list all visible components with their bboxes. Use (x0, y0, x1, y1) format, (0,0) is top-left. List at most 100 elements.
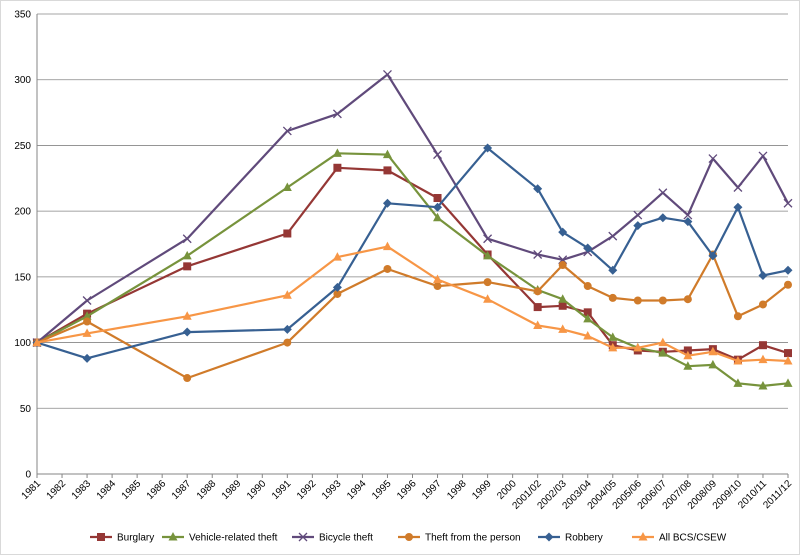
data-point-theft-from-the-person (683, 295, 692, 304)
data-point-all-bcs-csew (733, 355, 743, 365)
data-point-robbery (583, 243, 593, 253)
data-point-theft-from-the-person (383, 264, 392, 273)
data-point-vehicle-related-theft (332, 148, 342, 157)
data-point-burglary (533, 303, 542, 312)
data-point-vehicle-related-theft (182, 250, 192, 260)
data-point-all-bcs-csew (182, 311, 192, 320)
data-point-all-bcs-csew (658, 337, 668, 347)
data-point-all-bcs-csew (558, 324, 568, 333)
data-point-all-bcs-csew (633, 342, 643, 352)
data-point-robbery (683, 217, 693, 227)
data-point-vehicle-related-theft (783, 378, 793, 387)
data-point-all-bcs-csew (382, 241, 392, 251)
data-point-robbery (783, 265, 793, 275)
data-point-all-bcs-csew (32, 337, 42, 347)
data-point-vehicle-related-theft (608, 332, 618, 341)
data-point-bicycle-theft (182, 234, 192, 244)
y-tick-label: 150 (14, 272, 31, 283)
data-point-burglary (283, 229, 292, 238)
data-point-theft-from-the-person (183, 374, 192, 383)
data-point-burglary (383, 166, 392, 175)
data-point-vehicle-related-theft (433, 212, 443, 222)
legend-marker-all-bcs-csew (638, 532, 648, 541)
data-point-vehicle-related-theft (658, 348, 668, 357)
data-point-theft-from-the-person (83, 317, 92, 326)
legend-marker-bicycle-theft (298, 532, 308, 542)
data-point-all-bcs-csew (583, 331, 593, 340)
data-point-theft-from-the-person (733, 312, 742, 321)
data-point-bicycle-theft (82, 296, 92, 305)
data-point-vehicle-related-theft (733, 378, 743, 387)
data-point-theft-from-the-person (784, 280, 792, 289)
data-point-vehicle-related-theft (708, 359, 718, 369)
data-point-theft-from-the-person (758, 300, 767, 309)
legend-label-vehicle-related-theft: Vehicle-related theft (189, 533, 278, 544)
data-point-vehicle-related-theft (683, 361, 693, 370)
data-point-all-bcs-csew (433, 274, 443, 283)
legend-item-vehicle-related-theft: Vehicle-related theft (162, 532, 278, 544)
data-point-bicycle-theft (683, 210, 693, 220)
data-point-vehicle-related-theft (82, 311, 92, 320)
data-point-theft-from-the-person (483, 278, 492, 287)
data-point-theft-from-the-person (433, 282, 442, 291)
series-bicycle-theft (32, 69, 793, 348)
data-point-robbery (382, 198, 392, 208)
legend-item-theft-from-the-person: Theft from the person (398, 533, 521, 544)
legend-item-burglary: Burglary (90, 533, 154, 544)
data-point-robbery (182, 327, 192, 337)
legend-marker-burglary (97, 533, 105, 541)
data-point-bicycle-theft (658, 188, 668, 198)
data-point-vehicle-related-theft (483, 250, 493, 260)
legend-label-robbery: Robbery (565, 533, 603, 544)
data-point-all-bcs-csew (708, 346, 718, 356)
data-point-burglary (683, 346, 692, 355)
data-point-robbery (758, 271, 768, 281)
data-point-bicycle-theft (483, 234, 493, 244)
y-tick-label: 350 (14, 10, 31, 21)
data-point-all-bcs-csew (683, 350, 693, 360)
data-point-bicycle-theft (708, 154, 718, 164)
y-tick-label: 300 (14, 75, 31, 86)
data-point-all-bcs-csew (332, 252, 342, 261)
legend-marker-theft-from-the-person (405, 533, 413, 541)
legend: Burglary Vehicle-related theft Bicycle the… (90, 532, 727, 544)
y-tick-label: 100 (14, 338, 31, 349)
legend-label-all-bcs-csew: All BCS/CSEW (659, 533, 727, 544)
data-point-burglary (433, 194, 442, 202)
legend-label-burglary: Burglary (117, 533, 154, 544)
data-point-vehicle-related-theft (382, 149, 392, 159)
data-point-theft-from-the-person (658, 296, 667, 305)
data-point-robbery (533, 184, 543, 194)
data-point-theft-from-the-person (333, 289, 342, 298)
data-point-bicycle-theft (758, 151, 768, 161)
y-tick-label: 50 (20, 404, 32, 415)
legend-label-bicycle-theft: Bicycle theft (319, 533, 373, 544)
data-point-bicycle-theft (783, 198, 793, 208)
data-point-robbery (633, 221, 643, 231)
data-point-robbery (608, 265, 618, 275)
data-point-robbery (433, 202, 443, 212)
data-point-burglary (784, 349, 792, 358)
data-point-theft-from-the-person (583, 282, 592, 291)
data-point-bicycle-theft (332, 109, 342, 119)
data-point-theft-from-the-person (283, 338, 292, 347)
data-point-all-bcs-csew (282, 290, 292, 299)
data-point-burglary (583, 308, 592, 317)
legend-item-bicycle-theft: Bicycle theft (292, 533, 373, 544)
data-point-vehicle-related-theft (558, 294, 568, 303)
legend-label-theft-from-the-person: Theft from the person (425, 533, 521, 544)
data-point-bicycle-theft (383, 69, 392, 79)
data-point-all-bcs-csew (82, 328, 92, 337)
data-point-all-bcs-csew (783, 355, 793, 365)
y-tick-label: 0 (25, 470, 31, 481)
data-point-vehicle-related-theft (758, 380, 768, 390)
legend-marker-vehicle-related-theft (168, 532, 178, 541)
series-robbery (32, 143, 793, 363)
data-point-robbery (733, 202, 743, 212)
data-point-robbery (658, 213, 668, 223)
data-point-theft-from-the-person (533, 287, 542, 296)
data-point-robbery (282, 324, 292, 334)
